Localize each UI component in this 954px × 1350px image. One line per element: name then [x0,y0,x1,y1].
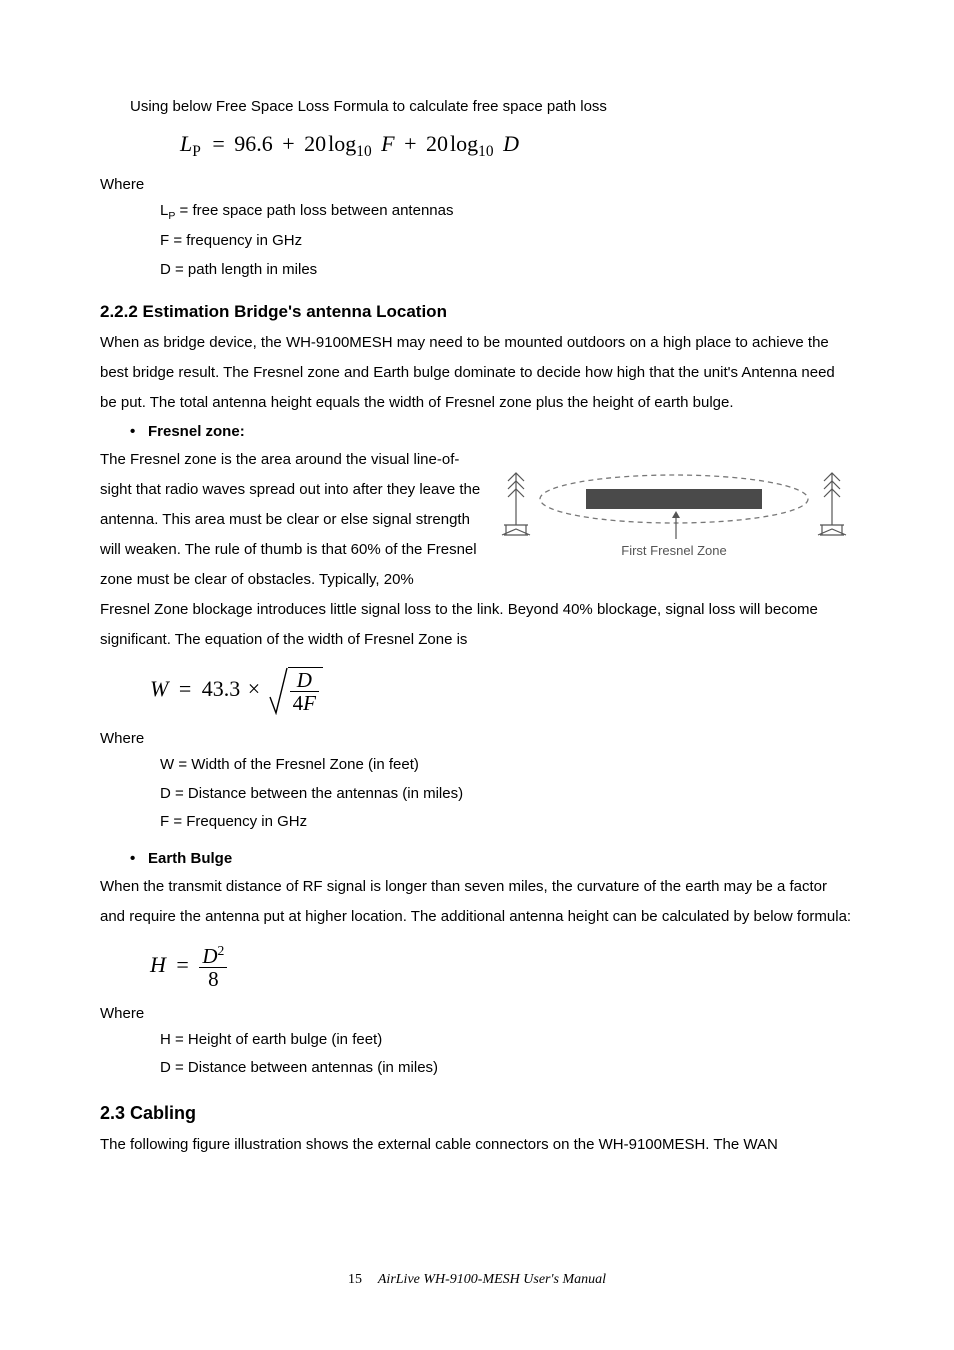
fresnel-zone-diagram: First Fresnel Zone [494,463,854,583]
fresnel-text: The Fresnel zone is the area around the … [100,445,494,595]
f2-num: D [290,669,319,692]
f1-c1: 96.6 [234,131,273,156]
f3-num: D [202,944,217,968]
f1-lhs-sub: P [192,143,201,160]
f2-den-v: F [303,691,316,715]
f1-p2: + [404,131,416,156]
earth-text: When the transmit distance of RF signal … [100,872,854,932]
f1-fn2-sub: 10 [478,143,493,160]
heading-2-3: 2.3 Cabling [100,1103,854,1124]
para-2-3: The following figure illustration shows … [100,1130,854,1160]
def-w: W = Width of the Fresnel Zone (in feet) [100,751,854,780]
formula-fresnel-width: W = 43.3 × D 4F [100,655,854,727]
footer-page-number: 15 [348,1272,362,1287]
footer-title: AirLive WH-9100-MESH User's Manual [366,1272,606,1287]
def-f1: F = frequency in GHz [100,227,854,256]
f1-c2: 20 [304,131,326,156]
fresnel-bullet: •Fresnel zone: [100,418,854,445]
page: Using below Free Space Loss Formula to c… [0,0,954,1350]
earth-bullet: •Earth Bulge [100,845,854,872]
fresnel-cont: Fresnel Zone blockage introduces little … [100,595,854,655]
f2-lhs: W [150,676,168,701]
fresnel-figure-label: First Fresnel Zone [621,543,726,558]
bullet-dot-icon-2: • [130,845,148,872]
def-h: H = Height of earth bulge (in feet) [100,1026,854,1055]
f3-eq: = [176,952,188,977]
sqrt-icon: D 4F [268,667,323,715]
f1-p1: + [282,131,294,156]
where-2: Where [100,727,854,751]
f1-fn1: log [328,131,356,156]
fresnel-row: The Fresnel zone is the area around the … [100,445,854,595]
heading-2-2-2: 2.2.2 Estimation Bridge's antenna Locati… [100,302,854,322]
fresnel-figure: First Fresnel Zone [494,445,854,588]
f2-eq: = [179,676,191,701]
def-f2: F = Frequency in GHz [100,808,854,837]
intro-line: Using below Free Space Loss Formula to c… [100,95,854,119]
f1-fn2: log [450,131,478,156]
def-d1: D = path length in miles [100,256,854,285]
f1-eq: = [212,131,224,156]
f1-c3: 20 [426,131,448,156]
f1-var1: F [381,131,394,156]
fresnel-bullet-label: Fresnel zone: [148,423,245,440]
f1-var2: D [503,131,519,156]
f2-den-c: 4 [293,691,304,715]
where-3: Where [100,1002,854,1026]
formula-earth-bulge: H = D2 8 [100,932,854,1002]
f2-times: × [248,676,260,701]
f1-lhs: L [180,131,192,156]
f1-fn1-sub: 10 [356,143,371,160]
where-1: Where [100,173,854,197]
page-footer: 15 AirLive WH-9100-MESH User's Manual [0,1270,954,1288]
f2-c1: 43.3 [202,676,241,701]
earth-bullet-label: Earth Bulge [148,850,232,867]
def-d2: D = Distance between the antennas (in mi… [100,780,854,809]
bullet-dot-icon: • [130,418,148,445]
para-2-2-2: When as bridge device, the WH-9100MESH m… [100,328,854,418]
formula-free-space-loss: LP = 96.6 + 20log10 F + 20log10 D [100,119,854,173]
f3-den: 8 [199,968,227,990]
f3-num-sup: 2 [217,943,224,958]
f3-lhs: H [150,952,166,977]
def-lp: LP = free space path loss between antenn… [100,197,854,227]
def-d3: D = Distance between antennas (in miles) [100,1054,854,1083]
def-lp-post: = free space path loss between antennas [175,202,453,219]
